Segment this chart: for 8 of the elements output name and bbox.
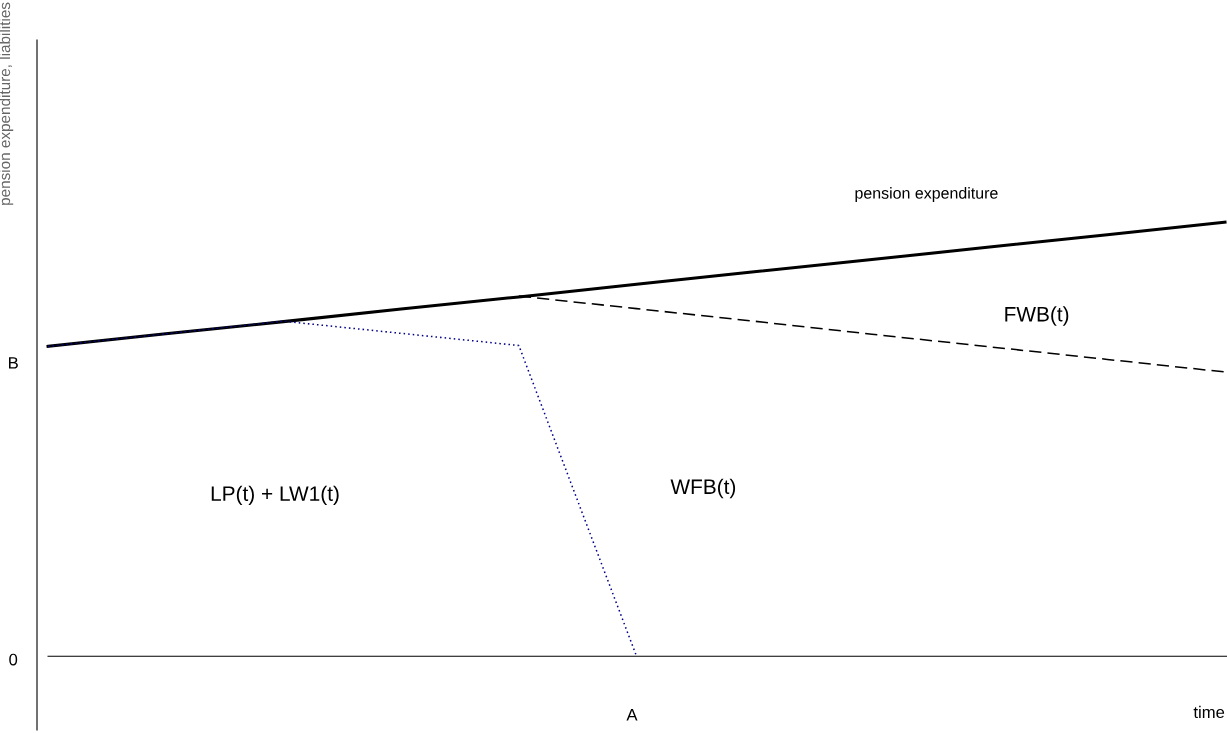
text: A [626,709,638,721]
text: pension expenditure [855,187,998,202]
annotation: WFB(t) [670,478,736,499]
annotation: LP(t) + LW1(t) [211,485,339,506]
text: 0 [9,653,18,666]
x-axis-title: time [1193,705,1225,719]
annotation: FWB(t) [1005,306,1069,326]
text: B [9,357,18,369]
